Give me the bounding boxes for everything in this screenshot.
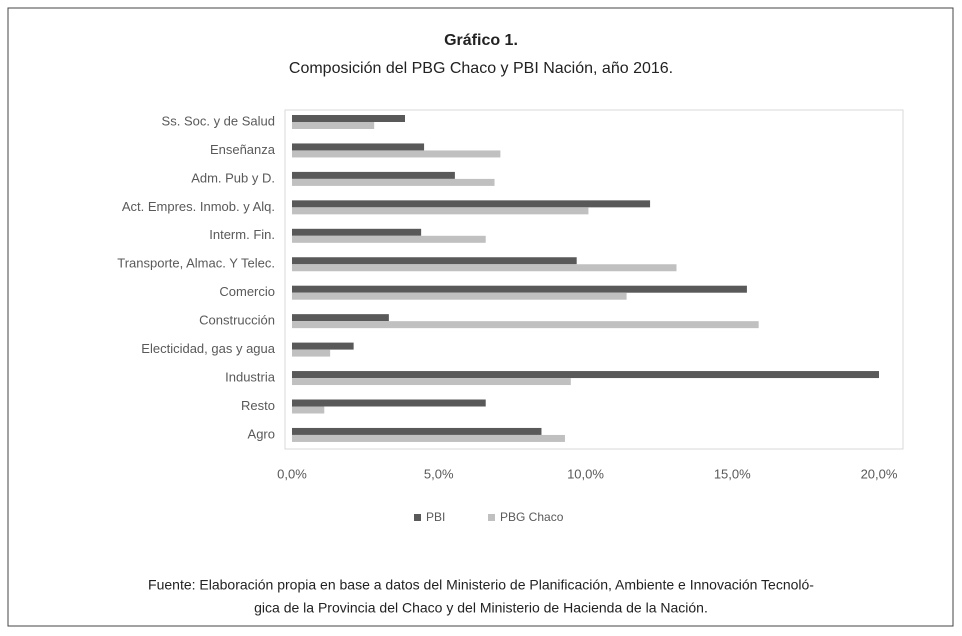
y-tick-label: Resto — [241, 398, 275, 413]
legend-label: PBI — [426, 510, 445, 524]
y-tick-label: Comercio — [219, 284, 275, 299]
bar — [292, 235, 486, 243]
bar — [292, 257, 577, 265]
x-tick-label: 5,0% — [424, 466, 454, 481]
source-note: gica de la Provincia del Chaco y del Min… — [254, 600, 708, 616]
y-tick-label: Agro — [248, 426, 275, 441]
bar — [292, 371, 879, 379]
legend-swatch — [488, 514, 495, 521]
chart-subtitle: Composición del PBG Chaco y PBI Nación, … — [289, 60, 673, 77]
bar — [292, 171, 455, 179]
bar — [292, 207, 589, 215]
x-tick-label: 15,0% — [714, 466, 751, 481]
y-tick-label: Adm. Pub y D. — [191, 170, 275, 185]
bar — [292, 292, 627, 300]
x-tick-label: 20,0% — [861, 466, 898, 481]
bar — [292, 115, 405, 122]
x-tick-label: 10,0% — [567, 466, 604, 481]
source-note: Fuente: Elaboración propia en base a dat… — [148, 577, 814, 593]
bar — [292, 349, 331, 357]
bar — [292, 122, 375, 129]
plot-frame — [284, 109, 904, 450]
bar — [292, 143, 425, 151]
y-tick-label: Construcción — [199, 313, 275, 328]
x-tick-label: 0,0% — [277, 466, 307, 481]
chart-title: Gráfico 1. — [444, 32, 518, 49]
bar — [292, 378, 571, 386]
y-tick-label: Act. Empres. Inmob. y Alq. — [122, 199, 275, 214]
bar — [292, 434, 565, 442]
bar — [292, 314, 389, 322]
bar — [292, 264, 677, 272]
y-tick-label: Ss. Soc. y de Salud — [162, 113, 275, 128]
bar — [292, 321, 759, 329]
legend-label: PBG Chaco — [500, 510, 564, 524]
outer-border — [7, 7, 954, 627]
y-tick-label: Interm. Fin. — [209, 227, 275, 242]
bar — [292, 150, 501, 158]
bar — [292, 228, 422, 236]
bar — [292, 342, 354, 350]
y-tick-label: Transporte, Almac. Y Telec. — [117, 256, 275, 271]
legend-swatch — [414, 514, 421, 521]
bar — [292, 285, 747, 293]
bar — [292, 399, 486, 407]
bar — [292, 178, 495, 186]
bar — [292, 200, 651, 208]
y-tick-label: Electicidad, gas y agua — [141, 341, 275, 356]
bar — [292, 427, 542, 435]
bar — [292, 406, 325, 414]
y-tick-label: Enseñanza — [210, 142, 276, 157]
y-tick-label: Industria — [225, 369, 276, 384]
